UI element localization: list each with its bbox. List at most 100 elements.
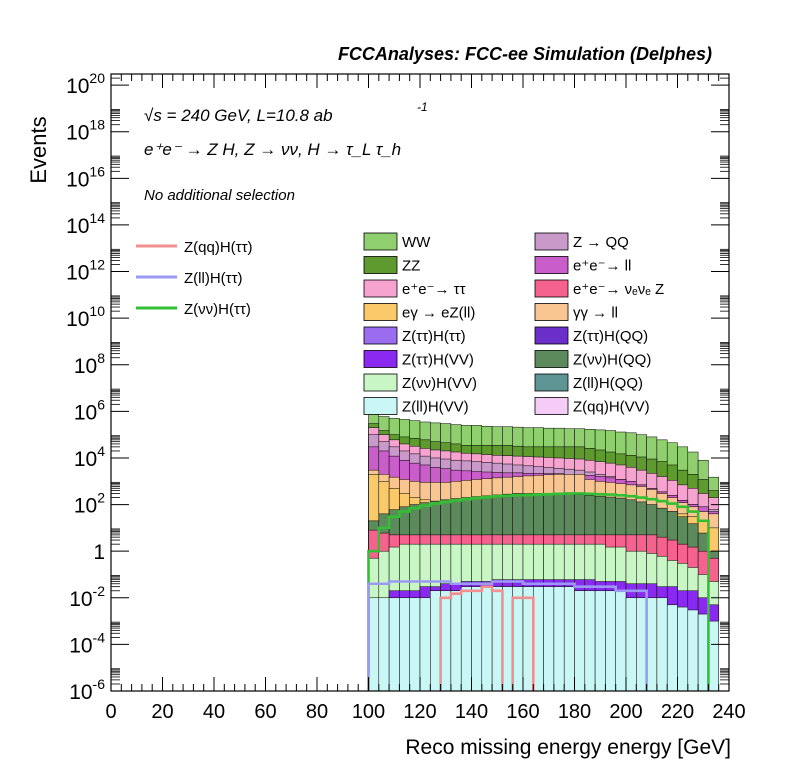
x-tick-label-11: 220 [661, 701, 694, 723]
y-tick-label-8: 1010 [66, 303, 105, 331]
legend-label-Znunu_HVV: Z(νν)H(VV) [402, 375, 477, 392]
legend-label-ee_ll: e⁺e⁻→ ll [573, 258, 631, 275]
y-tick-label-10: 1014 [66, 210, 105, 238]
y-tick-label-3: 1 [93, 541, 105, 564]
energy-lumi-exponent: -1 [417, 100, 428, 114]
legend-box-Znunu_HQQ [534, 350, 569, 368]
y-tick-label-9: 1012 [66, 257, 105, 285]
bar-Zll_HVV-3 [399, 597, 410, 691]
chart-title: FCCAnalyses: FCC-ee Simulation (Delphes) [338, 44, 712, 64]
y-tick-label-7: 108 [74, 350, 105, 378]
stacked-histogram [368, 413, 719, 691]
x-axis-label: Reco missing energy energy [GeV] [405, 736, 731, 759]
legend-box-Ztautau_HVV [363, 350, 398, 368]
legend-label-WW: WW [402, 234, 431, 251]
legend-label-Ztautau_HQQ: Z(ττ)H(QQ) [573, 328, 648, 345]
signal-line-sig_qq [367, 585, 720, 691]
bar-Zll_HVV-16 [533, 586, 544, 691]
bar-Zll_HVV-1 [378, 597, 390, 691]
legend-label-egamma_eZll: eγ → eZ(ll) [402, 305, 475, 322]
annotation-energy-lumi: √s = 240 GeV, L=10.8 ab -1 [144, 100, 428, 125]
y-axis: 10-6 10-4 10-2 1 102 104 106 108 1010 1012 1014 101… [66, 70, 729, 704]
bar-Zll_HVV-26 [636, 597, 647, 691]
bar-Zll_HVV-19 [563, 586, 575, 691]
legend-box-gammagamma_ll [534, 303, 569, 321]
bar-Zll_HVV-29 [666, 604, 678, 691]
x-tick-label-4: 80 [306, 701, 328, 723]
legend-label-sig_qq: Z(qq)H(ττ) [184, 239, 253, 256]
legend-label-sig_nunu: Z(νν)H(ττ) [184, 301, 251, 318]
legend-label-Zll_HVV: Z(ll)H(VV) [402, 399, 469, 416]
bar-Zll_HVV-31 [687, 609, 699, 691]
bar-Zll_HVV-25 [625, 597, 637, 691]
legend-box-ZZ [363, 256, 398, 274]
y-tick-label-12: 1018 [66, 117, 105, 145]
bar-Zll_HVV-20 [574, 590, 586, 691]
y-tick-label-0: 10-6 [69, 676, 105, 704]
legend-box-ee_ll [534, 256, 569, 274]
y-tick-label-1: 10-4 [69, 629, 105, 657]
legend-label-Znunu_HQQ: Z(νν)H(QQ) [573, 352, 651, 369]
legend-label-Zqq_HVV: Z(qq)H(VV) [573, 399, 650, 416]
bar-Zll_HVV-0 [368, 597, 380, 691]
legend-label-ZZ: ZZ [402, 258, 420, 275]
legend-box-Ztautau_HQQ [534, 326, 569, 345]
bar-Zll_HVV-32 [697, 613, 709, 691]
legend-backgrounds: WW Z → QQ ZZ e⁺e⁻→ ll e⁺e⁻→ ττ e⁺e⁻→ νₑνₑ Z eγ… [363, 232, 664, 416]
y-tick-label-4: 102 [74, 490, 105, 518]
bar-Zll_HVV-30 [677, 606, 689, 691]
signal-line-sig_ll [367, 580, 720, 691]
bar-Zll_HVV-23 [605, 590, 616, 691]
bar-Zll_HVV-27 [646, 597, 658, 691]
legend-label-Ztautau_HVV: Z(ττ)H(VV) [402, 352, 474, 369]
bar-Zll_HVV-24 [615, 590, 627, 691]
bar-Zll_HVV-18 [553, 586, 565, 691]
bar-Zll_HVV-28 [656, 597, 668, 691]
bar-Zll_HVV-21 [584, 590, 596, 691]
x-tick-label-1: 20 [151, 701, 173, 723]
energy-lumi-text: √s = 240 GeV, L=10.8 ab [144, 106, 333, 125]
bar-Zll_HVV-17 [543, 586, 555, 691]
bar-Zll_HVV-9 [460, 586, 472, 691]
legend-box-WW [363, 232, 398, 251]
legend-box-Zqq_HVV [534, 397, 569, 415]
bar-Zll_HVV-14 [512, 586, 524, 691]
bar-Zll_HVV-15 [522, 586, 534, 691]
bar-Zll_HVV-13 [502, 586, 513, 691]
bar-Zll_HVV-8 [450, 590, 462, 691]
x-tick-label-5: 100 [352, 701, 385, 723]
y-axis-label: Events [26, 116, 51, 183]
legend-signals: Z(qq)H(ττ) Z(ll)H(ττ) Z(νν)H(ττ) [136, 239, 253, 318]
bar-Zll_HVV-11 [481, 586, 493, 691]
x-tick-label-7: 140 [455, 701, 488, 723]
legend-box-Zll_HVV [363, 397, 398, 415]
signal-line-sig_nunu [367, 492, 720, 691]
x-tick-label-8: 160 [506, 701, 539, 723]
legend-label-ee_tautau: e⁺e⁻→ ττ [402, 281, 466, 298]
bar-Zll_HVV-12 [491, 586, 503, 691]
y-tick-label-5: 104 [74, 443, 105, 471]
annotation-selection: No additional selection [144, 187, 295, 204]
annotation-process: e⁺e⁻ → Z H, Z → νν, H → τ_L τ_h [144, 140, 401, 159]
x-tick-label-2: 40 [203, 701, 225, 723]
bar-Zll_HVV-6 [430, 590, 441, 691]
legend-box-Znunu_HVV [363, 373, 398, 392]
x-tick-label-6: 120 [403, 701, 436, 723]
legend-box-egamma_eZll [363, 303, 398, 321]
y-tick-label-6: 106 [74, 396, 105, 424]
legend-label-Ztautau_Htautau: Z(ττ)H(ττ) [402, 328, 466, 345]
legend-label-Z_QQ: Z → QQ [573, 234, 629, 251]
x-tick-label-10: 200 [609, 701, 642, 723]
bar-Zll_HVV-7 [440, 590, 452, 691]
bar-Zll_HVV-5 [419, 597, 431, 691]
bar-Zll_HVV-22 [594, 590, 606, 691]
legend-box-Zll_HQQ [534, 373, 569, 392]
x-tick-label-0: 0 [105, 701, 116, 723]
y-tick-label-11: 1016 [66, 163, 105, 191]
legend-box-ee_tautau [363, 279, 398, 298]
bar-Zll_HVV-33 [708, 620, 719, 691]
bar-Zll_HVV-10 [471, 586, 483, 691]
bar-Zll_HVV-2 [388, 597, 400, 691]
